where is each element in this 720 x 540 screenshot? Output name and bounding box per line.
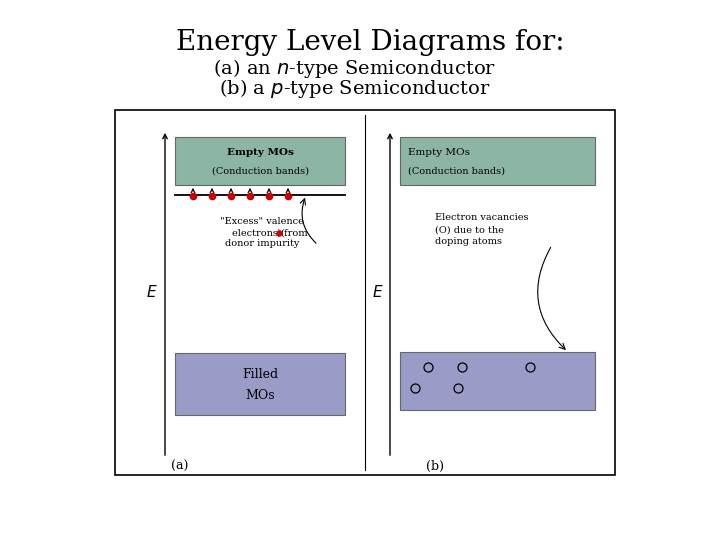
Text: Energy Level Diagrams for:: Energy Level Diagrams for: [176,29,564,56]
Text: "Excess" valence: "Excess" valence [220,218,304,226]
Bar [400,137,595,185]
Text: (Conduction bands): (Conduction bands) [408,166,505,175]
Bar [175,353,345,415]
Bar [400,352,595,410]
Text: MOs: MOs [246,389,275,402]
Text: Electron vacancies: Electron vacancies [435,213,528,222]
Text: (b): (b) [426,460,444,472]
Text: (a): (a) [171,460,189,472]
Bar [115,110,615,475]
Text: (a) an $\it{n}$-type Semiconductor: (a) an $\it{n}$-type Semiconductor [213,57,497,80]
Text: (O) due to the: (O) due to the [435,226,504,234]
Text: Empty MOs: Empty MOs [227,148,294,157]
Text: donor impurity: donor impurity [225,240,300,248]
Text: $E$: $E$ [146,284,158,300]
Text: ) from: ) from [276,228,307,238]
Text: (Conduction bands): (Conduction bands) [212,166,308,175]
Text: Empty MOs: Empty MOs [408,148,470,157]
Text: Filled: Filled [242,368,278,381]
Bar [175,137,345,185]
Text: doping atoms: doping atoms [435,238,502,246]
Text: (b) a $\it{p}$-type Semiconductor: (b) a $\it{p}$-type Semiconductor [220,77,491,99]
Text: electrons (: electrons ( [232,228,284,238]
Text: $E$: $E$ [372,284,384,300]
